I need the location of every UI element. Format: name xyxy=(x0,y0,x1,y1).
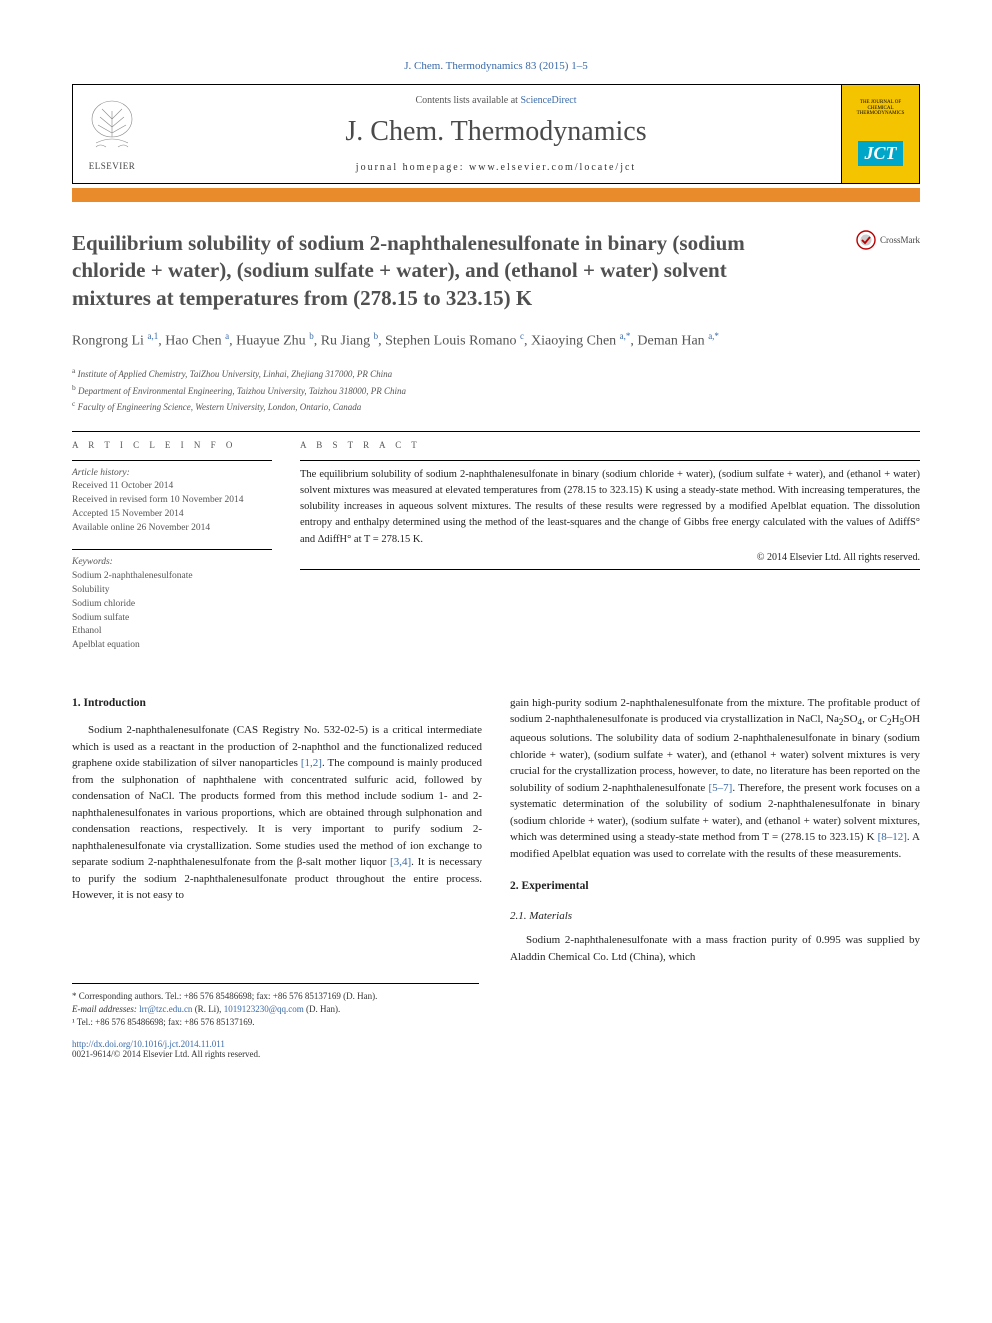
history-label: Article history: xyxy=(72,467,272,481)
author-tel-note: ¹ Tel.: +86 576 85486698; fax: +86 576 8… xyxy=(72,1016,479,1029)
emails-label: E-mail addresses: xyxy=(72,1004,139,1014)
doi-line: http://dx.doi.org/10.1016/j.jct.2014.11.… xyxy=(72,1039,920,1049)
doi-link[interactable]: http://dx.doi.org/10.1016/j.jct.2014.11.… xyxy=(72,1039,225,1049)
divider xyxy=(72,460,272,461)
divider xyxy=(72,549,272,550)
divider xyxy=(300,569,920,570)
email-line: E-mail addresses: lrr@tzc.edu.cn (R. Li)… xyxy=(72,1003,479,1016)
article-info-heading: A R T I C L E I N F O xyxy=(72,440,272,450)
crossmark-badge[interactable]: CrossMark xyxy=(856,230,920,250)
keywords-label: Keywords: xyxy=(72,556,272,570)
ref-link[interactable]: [3,4] xyxy=(390,856,411,868)
body-column-right: gain high-purity sodium 2-naphthalenesul… xyxy=(510,695,920,965)
issn-line: 0021-9614/© 2014 Elsevier Ltd. All right… xyxy=(72,1049,920,1059)
section-heading-intro: 1. Introduction xyxy=(72,695,482,712)
divider xyxy=(72,431,920,432)
header-center: Contents lists available at ScienceDirec… xyxy=(151,85,841,183)
crossmark-label: CrossMark xyxy=(880,235,920,245)
subsection-heading-materials: 2.1. Materials xyxy=(510,908,920,925)
author-list: Rongrong Li a,1, Hao Chen a, Huayue Zhu … xyxy=(72,330,920,351)
crossmark-icon xyxy=(856,230,876,250)
contents-prefix: Contents lists available at xyxy=(415,95,520,106)
journal-homepage-line: journal homepage: www.elsevier.com/locat… xyxy=(151,162,841,173)
contents-available-line: Contents lists available at ScienceDirec… xyxy=(151,95,841,106)
intro-paragraph-cont: gain high-purity sodium 2-naphthalenesul… xyxy=(510,695,920,862)
intro-paragraph: Sodium 2-naphthalenesulfonate (CAS Regis… xyxy=(72,722,482,904)
section-heading-experimental: 2. Experimental xyxy=(510,878,920,895)
homepage-prefix: journal homepage: xyxy=(356,162,469,173)
article-title: Equilibrium solubility of sodium 2-napht… xyxy=(72,230,920,312)
journal-cover-thumb: THE JOURNAL OF CHEMICAL THERMODYNAMICS J… xyxy=(841,85,919,183)
header-accent-bar xyxy=(72,188,920,202)
abstract-text: The equilibrium solubility of sodium 2-n… xyxy=(300,467,920,548)
homepage-url[interactable]: www.elsevier.com/locate/jct xyxy=(469,162,636,173)
elsevier-tree-icon xyxy=(80,97,144,157)
abstract-copyright: © 2014 Elsevier Ltd. All rights reserved… xyxy=(300,552,920,563)
journal-reference: J. Chem. Thermodynamics 83 (2015) 1–5 xyxy=(72,60,920,72)
journal-header: ELSEVIER Contents lists available at Sci… xyxy=(72,84,920,184)
journal-title: J. Chem. Thermodynamics xyxy=(151,116,841,148)
email-owner: (D. Han). xyxy=(304,1004,341,1014)
publisher-name: ELSEVIER xyxy=(89,161,136,171)
footnotes: * Corresponding authors. Tel.: +86 576 8… xyxy=(72,983,479,1029)
materials-paragraph: Sodium 2-naphthalenesulfonate with a mas… xyxy=(510,932,920,965)
divider xyxy=(300,460,920,461)
author-email-link[interactable]: 1019123230@qq.com xyxy=(224,1004,304,1014)
ref-link[interactable]: [5–7] xyxy=(709,782,733,794)
abstract-heading: A B S T R A C T xyxy=(300,440,920,450)
cover-label: THE JOURNAL OF CHEMICAL THERMODYNAMICS xyxy=(848,100,914,117)
keywords-block: Keywords: Sodium 2-naphthalenesulfonateS… xyxy=(72,556,272,652)
ref-link[interactable]: [1,2] xyxy=(301,757,322,769)
email-owner: (R. Li), xyxy=(192,1004,223,1014)
cover-abbrev: JCT xyxy=(858,141,902,166)
affiliations: a Institute of Applied Chemistry, TaiZho… xyxy=(72,365,920,415)
body-column-left: 1. Introduction Sodium 2-naphthalenesulf… xyxy=(72,695,482,965)
publisher-logo-block: ELSEVIER xyxy=(73,85,151,183)
author-email-link[interactable]: lrr@tzc.edu.cn xyxy=(139,1004,192,1014)
corresponding-author-note: * Corresponding authors. Tel.: +86 576 8… xyxy=(72,990,479,1003)
ref-link[interactable]: [8–12] xyxy=(878,831,907,843)
article-history: Article history: Received 11 October 201… xyxy=(72,467,272,536)
sciencedirect-link[interactable]: ScienceDirect xyxy=(520,95,576,106)
